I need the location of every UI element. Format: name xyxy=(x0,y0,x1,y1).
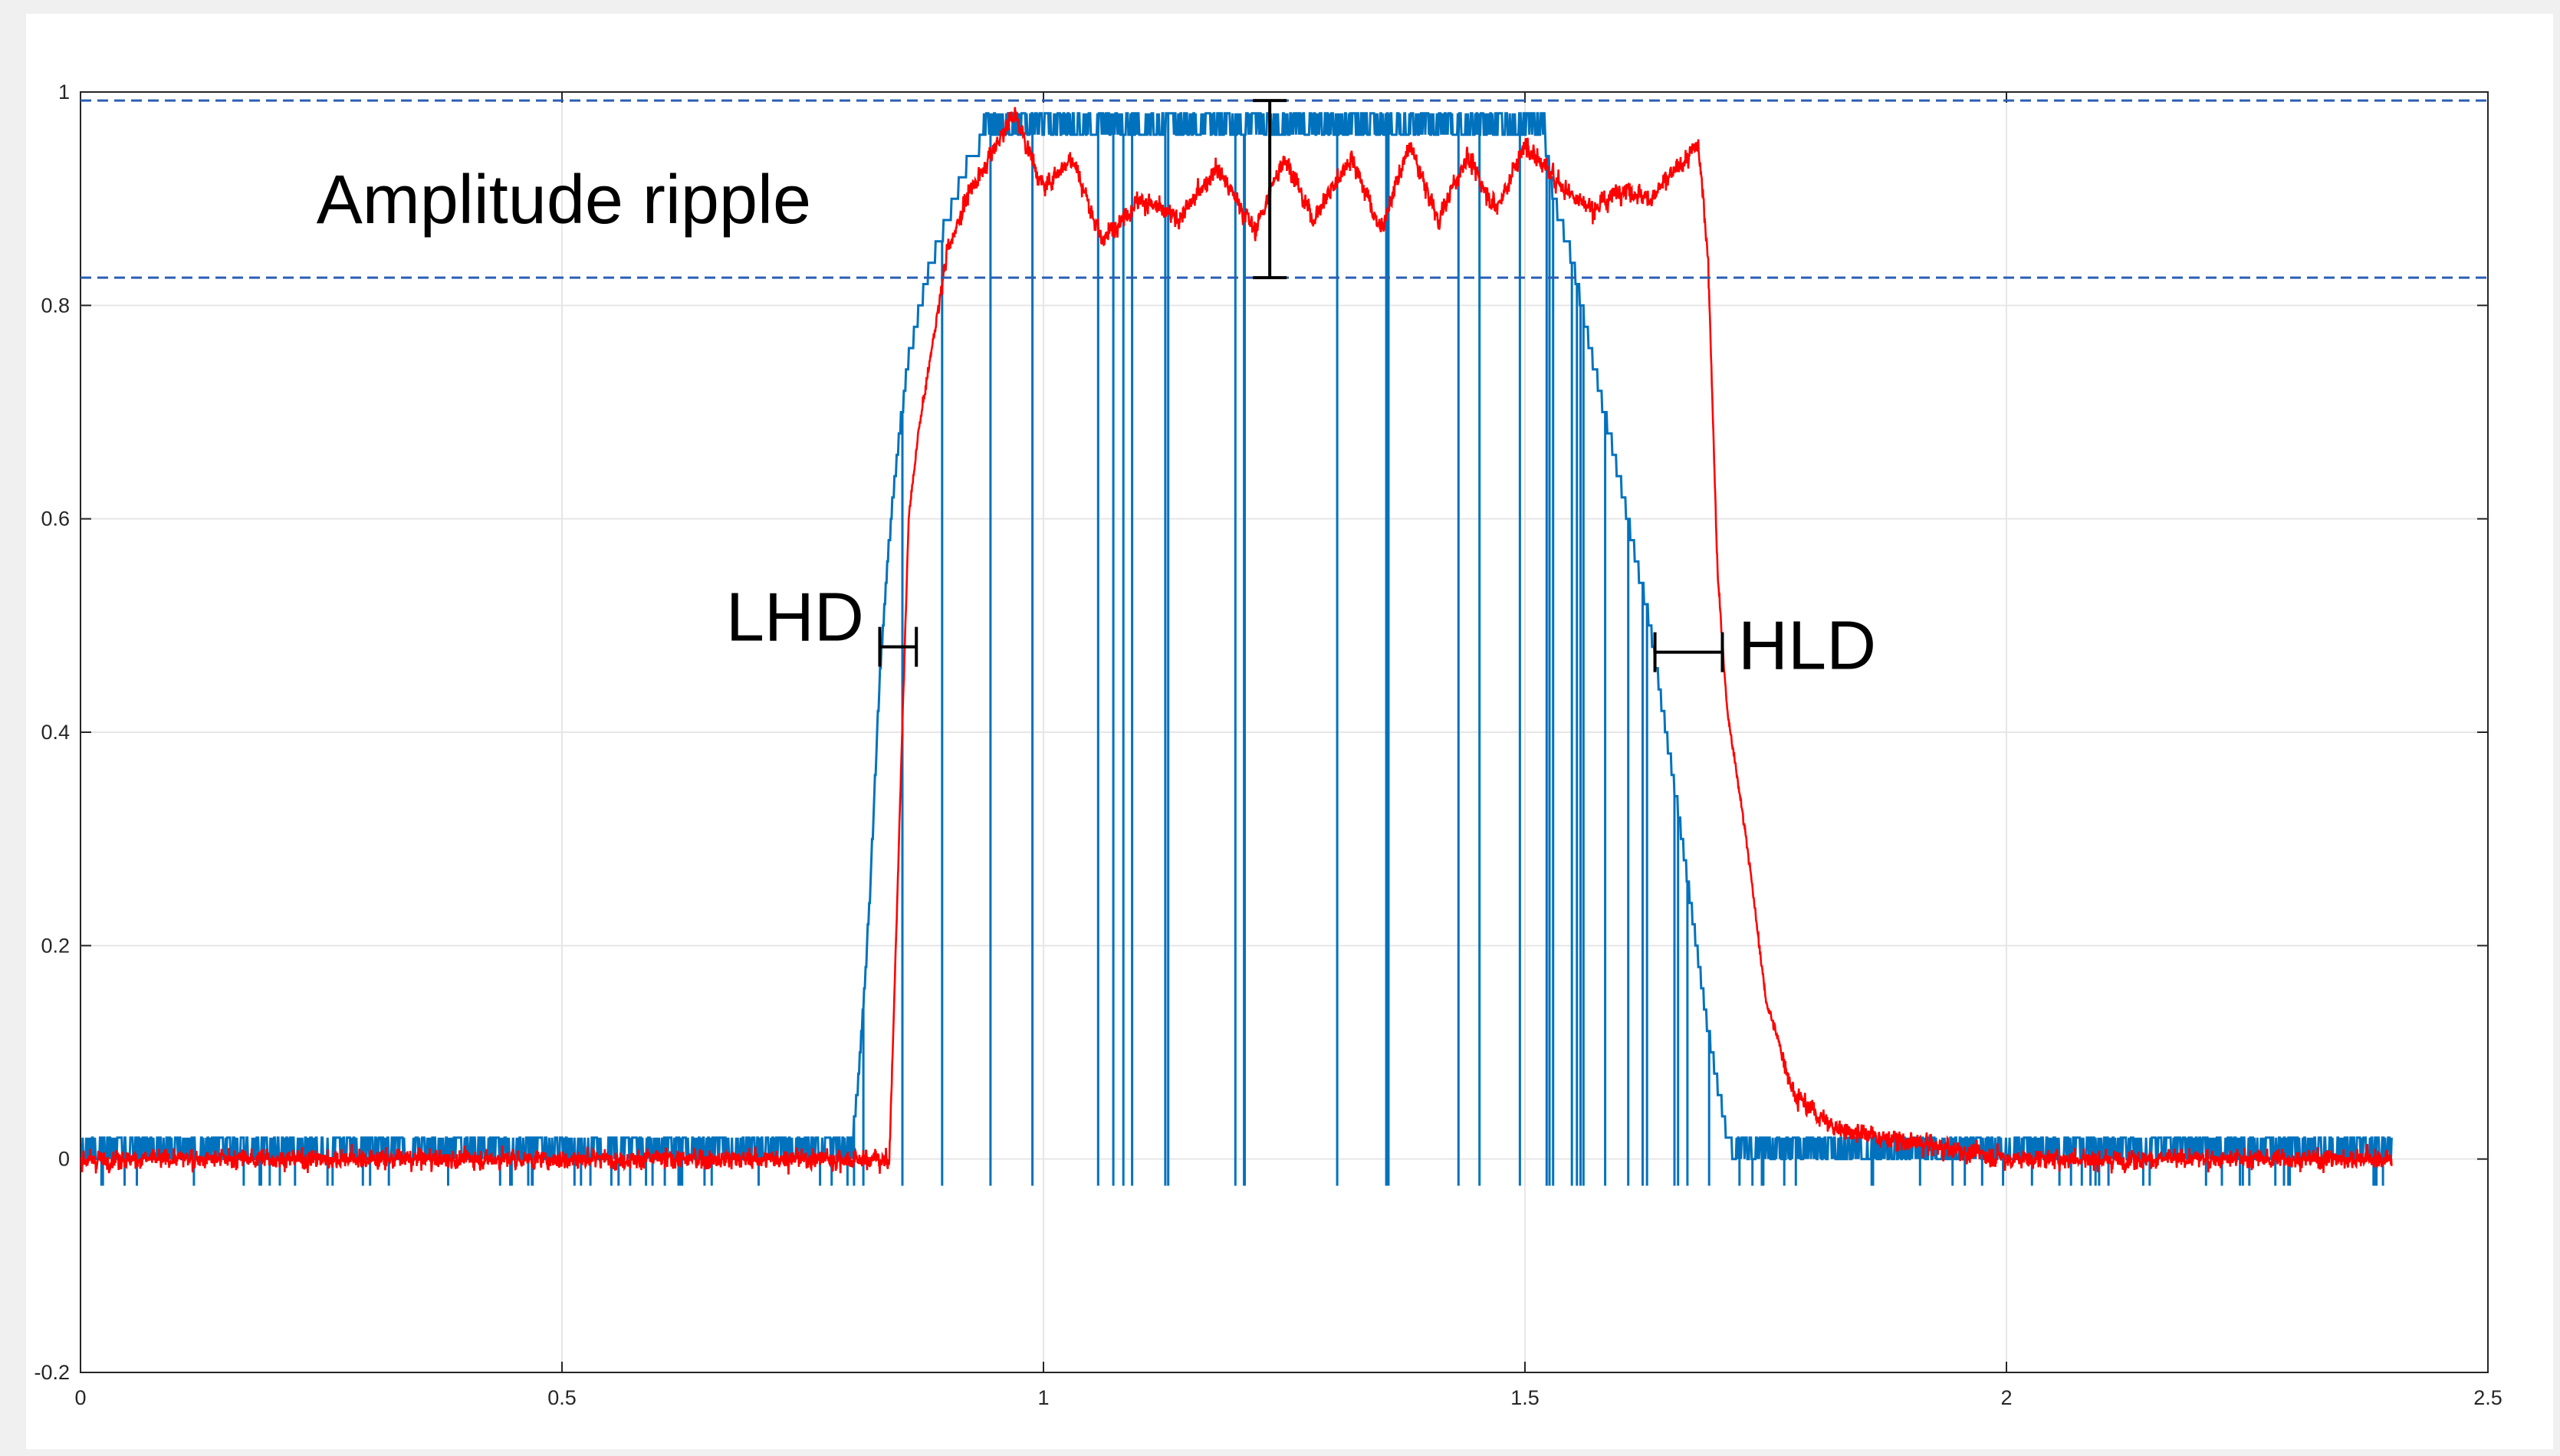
y-tick-label: 0.6 xyxy=(41,508,70,531)
series-red-line xyxy=(81,107,2393,1175)
y-tick-label: 0 xyxy=(58,1148,70,1171)
annotations: Amplitude ripple LHD HLD xyxy=(317,99,1876,685)
x-tick-label: 2 xyxy=(2000,1386,2012,1409)
x-tick-label: 1 xyxy=(1037,1386,1049,1409)
plot-area xyxy=(81,107,2393,1186)
x-tick-label: 2.5 xyxy=(2473,1386,2502,1409)
amplitude-ripple-label: Amplitude ripple xyxy=(317,162,811,238)
y-tick-label: -0.2 xyxy=(34,1361,70,1384)
hld-label: HLD xyxy=(1738,608,1876,685)
y-tick-label: 1 xyxy=(58,81,70,104)
lhd-label: LHD xyxy=(726,580,864,656)
x-tick-label: 1.5 xyxy=(1510,1386,1540,1409)
series-group xyxy=(81,107,2393,1186)
x-tick-label: 0 xyxy=(74,1386,86,1409)
x-tick-label: 0.5 xyxy=(547,1386,577,1409)
series-blue-line xyxy=(81,112,2393,1186)
y-tick-label: 0.4 xyxy=(41,721,70,744)
y-tick-label: 0.2 xyxy=(41,934,70,957)
y-tick-label: 0.8 xyxy=(41,294,70,317)
axis-ticks: 0 0.5 1 1.5 2 2.5-0.200.20.40.60.81 xyxy=(34,81,2502,1409)
